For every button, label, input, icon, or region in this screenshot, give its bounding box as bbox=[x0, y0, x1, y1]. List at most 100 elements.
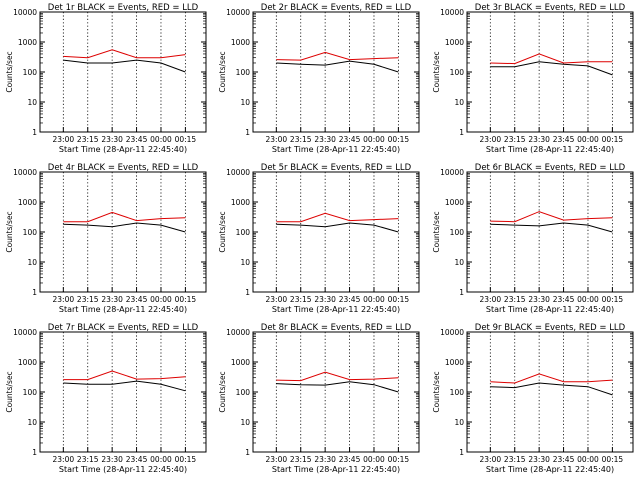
y-tick-label: 100 bbox=[450, 228, 465, 237]
lld-series-line bbox=[490, 211, 613, 223]
y-tick-label: 100 bbox=[23, 228, 38, 237]
y-axis-label: Counts/sec bbox=[432, 211, 441, 252]
plot-frame bbox=[39, 171, 207, 293]
x-tick-label: 23:00 bbox=[266, 135, 288, 144]
panel-title: Det 6r BLACK = Events, RED = LLD bbox=[475, 163, 626, 173]
x-tick-label: 23:45 bbox=[553, 455, 575, 464]
y-tick-label: 1000 bbox=[18, 38, 37, 47]
lld-series-line bbox=[63, 49, 186, 59]
panel-title: Det 9r BLACK = Events, RED = LLD bbox=[475, 323, 626, 333]
x-axis-label: Start Time (28-Apr-11 22:45:40) bbox=[486, 305, 614, 314]
events-series-line bbox=[276, 222, 399, 233]
panel-title: Det 1r BLACK = Events, RED = LLD bbox=[48, 3, 199, 13]
x-tick-label: 23:30 bbox=[528, 295, 550, 304]
y-axis-label: Counts/sec bbox=[218, 51, 227, 92]
x-tick-label: 23:00 bbox=[480, 455, 502, 464]
lld-series-line bbox=[276, 371, 399, 382]
x-tick-label: 23:30 bbox=[528, 455, 550, 464]
y-tick-label: 10 bbox=[454, 418, 464, 427]
y-tick-label: 10 bbox=[240, 418, 250, 427]
events-series-line bbox=[63, 222, 186, 233]
x-tick-label: 00:15 bbox=[388, 135, 410, 144]
y-tick-label: 1000 bbox=[445, 358, 464, 367]
detector-panel: Det 3r BLACK = Events, RED = LLD 1 10 100 10… bbox=[432, 3, 634, 154]
x-axis-label: Start Time (28-Apr-11 22:45:40) bbox=[272, 305, 400, 314]
x-tick-label: 00:00 bbox=[150, 295, 172, 304]
events-series-line bbox=[276, 381, 399, 393]
x-tick-label: 23:15 bbox=[77, 135, 99, 144]
y-tick-label: 1 bbox=[459, 128, 464, 137]
y-tick-label: 100 bbox=[450, 68, 465, 77]
y-axis-label: Counts/sec bbox=[218, 211, 227, 252]
detector-panel: Det 6r BLACK = Events, RED = LLD 1 10 100 10… bbox=[432, 163, 634, 314]
y-tick-label: 1000 bbox=[18, 198, 37, 207]
y-tick-label: 100 bbox=[450, 388, 465, 397]
y-tick-label: 10000 bbox=[226, 328, 250, 337]
plot-frame bbox=[39, 331, 207, 453]
events-series-line bbox=[63, 59, 186, 73]
detector-panel: Det 1r BLACK = Events, RED = LLD 1 10 100 10… bbox=[5, 3, 207, 154]
y-tick-label: 100 bbox=[23, 68, 38, 77]
detector-panel: Det 9r BLACK = Events, RED = LLD 1 10 100 10… bbox=[432, 323, 634, 474]
x-tick-label: 00:15 bbox=[388, 295, 410, 304]
plot-frame bbox=[39, 11, 207, 133]
x-tick-label: 23:45 bbox=[126, 295, 148, 304]
y-tick-label: 10 bbox=[454, 98, 464, 107]
events-series-line bbox=[490, 222, 613, 233]
y-axis-label: Counts/sec bbox=[5, 371, 14, 412]
x-tick-label: 23:00 bbox=[480, 295, 502, 304]
y-tick-label: 100 bbox=[236, 228, 251, 237]
lld-series-line bbox=[63, 211, 186, 223]
x-tick-label: 00:15 bbox=[602, 135, 624, 144]
x-tick-label: 23:15 bbox=[77, 295, 99, 304]
x-tick-label: 23:15 bbox=[504, 295, 526, 304]
y-tick-label: 100 bbox=[236, 68, 251, 77]
y-tick-label: 10 bbox=[454, 258, 464, 267]
y-tick-label: 1 bbox=[459, 288, 464, 297]
x-tick-label: 23:15 bbox=[504, 455, 526, 464]
plot-frame bbox=[252, 11, 420, 133]
y-tick-label: 10 bbox=[240, 258, 250, 267]
events-series-line bbox=[63, 380, 186, 392]
x-tick-label: 23:15 bbox=[290, 135, 312, 144]
plot-frame bbox=[252, 171, 420, 293]
y-tick-label: 10000 bbox=[13, 8, 37, 17]
x-axis-label: Start Time (28-Apr-11 22:45:40) bbox=[59, 305, 187, 314]
x-tick-label: 00:00 bbox=[577, 295, 599, 304]
x-tick-label: 00:15 bbox=[175, 295, 197, 304]
x-tick-label: 00:00 bbox=[363, 135, 385, 144]
x-tick-label: 23:30 bbox=[314, 455, 336, 464]
y-tick-label: 10000 bbox=[13, 328, 37, 337]
y-axis-label: Counts/sec bbox=[432, 51, 441, 92]
y-axis-label: Counts/sec bbox=[218, 371, 227, 412]
x-axis-label: Start Time (28-Apr-11 22:45:40) bbox=[272, 465, 400, 474]
x-tick-label: 00:15 bbox=[175, 135, 197, 144]
y-tick-label: 10000 bbox=[226, 168, 250, 177]
x-tick-label: 23:00 bbox=[53, 135, 75, 144]
x-tick-label: 23:15 bbox=[504, 135, 526, 144]
y-tick-label: 10000 bbox=[440, 168, 464, 177]
x-tick-label: 23:00 bbox=[480, 135, 502, 144]
x-tick-label: 23:45 bbox=[126, 455, 148, 464]
x-axis-label: Start Time (28-Apr-11 22:45:40) bbox=[486, 465, 614, 474]
y-tick-label: 1 bbox=[32, 448, 37, 457]
y-tick-label: 1000 bbox=[445, 198, 464, 207]
events-series-line bbox=[276, 60, 399, 73]
y-axis-label: Counts/sec bbox=[5, 51, 14, 92]
x-tick-label: 23:45 bbox=[553, 295, 575, 304]
detector-panel: Det 2r BLACK = Events, RED = LLD 1 10 100 10… bbox=[218, 3, 420, 154]
y-axis-label: Counts/sec bbox=[432, 371, 441, 412]
events-series-line bbox=[490, 61, 613, 76]
y-tick-label: 1 bbox=[245, 288, 250, 297]
y-tick-label: 1000 bbox=[18, 358, 37, 367]
x-tick-label: 23:30 bbox=[314, 135, 336, 144]
y-tick-label: 10000 bbox=[440, 8, 464, 17]
x-tick-label: 00:15 bbox=[175, 455, 197, 464]
y-tick-label: 10 bbox=[240, 98, 250, 107]
y-tick-label: 1 bbox=[459, 448, 464, 457]
x-tick-label: 23:45 bbox=[339, 455, 361, 464]
detector-panel: Det 8r BLACK = Events, RED = LLD 1 10 100 10… bbox=[218, 323, 420, 474]
plot-frame bbox=[466, 331, 634, 453]
lld-series-line bbox=[490, 373, 613, 384]
x-tick-label: 23:30 bbox=[101, 455, 123, 464]
